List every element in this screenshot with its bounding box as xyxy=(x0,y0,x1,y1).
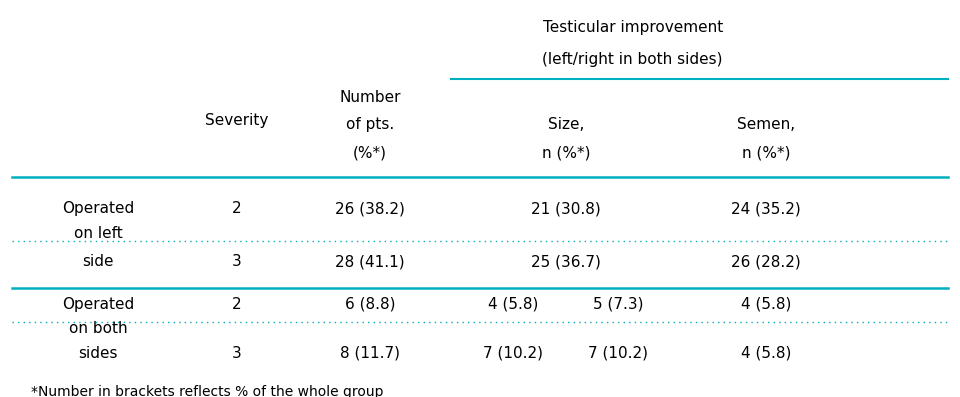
Text: sides: sides xyxy=(79,346,118,361)
Text: 6 (8.8): 6 (8.8) xyxy=(345,297,396,312)
Text: 26 (28.2): 26 (28.2) xyxy=(732,254,802,269)
Text: 21 (30.8): 21 (30.8) xyxy=(531,201,601,216)
Text: on left: on left xyxy=(74,226,123,241)
Text: Semen,: Semen, xyxy=(737,117,796,132)
Text: Operated: Operated xyxy=(62,297,134,312)
Text: 5 (7.3): 5 (7.3) xyxy=(593,297,643,312)
Text: Size,: Size, xyxy=(548,117,584,132)
Text: (left/right in both sides): (left/right in both sides) xyxy=(542,52,723,67)
Text: 4 (5.8): 4 (5.8) xyxy=(741,297,792,312)
Text: 7 (10.2): 7 (10.2) xyxy=(588,346,648,361)
Text: on both: on both xyxy=(69,321,128,336)
Text: Operated: Operated xyxy=(62,201,134,216)
Text: 3: 3 xyxy=(231,254,242,269)
Text: 28 (41.1): 28 (41.1) xyxy=(335,254,405,269)
Text: 4 (5.8): 4 (5.8) xyxy=(489,297,539,312)
Text: 7 (10.2): 7 (10.2) xyxy=(484,346,543,361)
Text: 3: 3 xyxy=(231,346,242,361)
Text: Severity: Severity xyxy=(204,113,268,128)
Text: 25 (36.7): 25 (36.7) xyxy=(531,254,601,269)
Text: side: side xyxy=(83,254,114,269)
Text: 26 (38.2): 26 (38.2) xyxy=(335,201,405,216)
Text: n (%*): n (%*) xyxy=(742,145,791,160)
Text: 24 (35.2): 24 (35.2) xyxy=(732,201,802,216)
Text: Testicular improvement: Testicular improvement xyxy=(542,20,723,35)
Text: Number: Number xyxy=(340,91,401,106)
Text: *Number in brackets reflects % of the whole group: *Number in brackets reflects % of the wh… xyxy=(32,385,384,397)
Text: of pts.: of pts. xyxy=(347,117,395,132)
Text: 2: 2 xyxy=(231,297,241,312)
Text: n (%*): n (%*) xyxy=(541,145,590,160)
Text: (%*): (%*) xyxy=(353,145,387,160)
Text: 2: 2 xyxy=(231,201,241,216)
Text: 4 (5.8): 4 (5.8) xyxy=(741,346,792,361)
Text: 8 (11.7): 8 (11.7) xyxy=(340,346,400,361)
